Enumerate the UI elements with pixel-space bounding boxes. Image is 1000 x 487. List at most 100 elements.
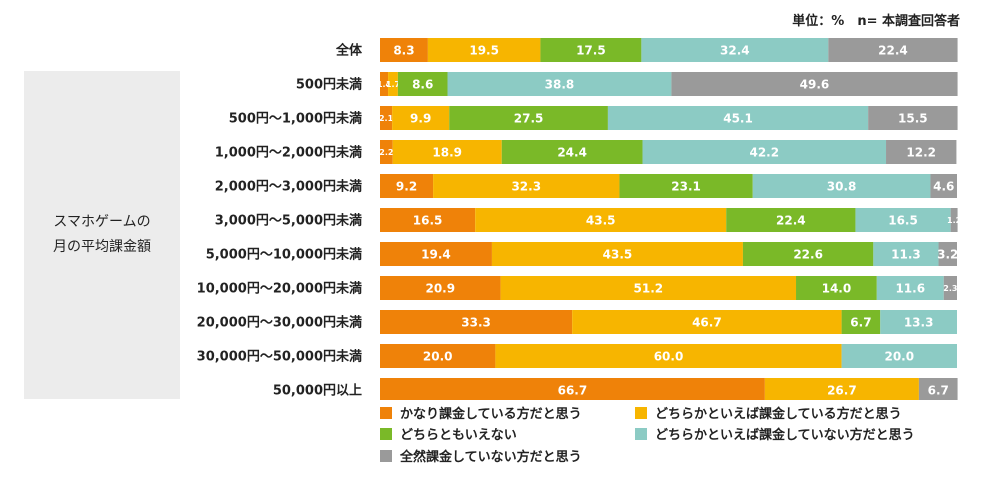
data-label: 38.8: [545, 77, 575, 91]
bar-segment: [930, 174, 957, 198]
category-label: 20,000円～30,000円未満: [197, 315, 362, 331]
data-label: 66.7: [558, 383, 588, 397]
bar-segment: [841, 344, 957, 368]
group-label-box: [24, 71, 180, 399]
data-label: 27.5: [514, 111, 544, 125]
category-label: 30,000円～50,000円未満: [197, 349, 362, 365]
unit-label: 単位：% n= 本調査回答者: [792, 14, 960, 29]
legend-label: どちらかといえば課金している方だと思う: [655, 407, 902, 422]
legend-label: どちらともいえない: [400, 428, 517, 443]
data-label: 23.1: [671, 179, 701, 193]
bar-segment: [855, 208, 951, 232]
legend-item: どちらかといえば課金していない方だと思う: [635, 424, 915, 443]
data-label: 15.5: [898, 111, 928, 125]
data-label: 42.2: [749, 145, 779, 159]
data-label: 6.7: [928, 383, 949, 397]
data-label: 20.0: [423, 349, 453, 363]
category-label: 1,000円～2,000円未満: [215, 145, 362, 161]
bar-segment: [876, 276, 944, 300]
data-label: 8.6: [412, 77, 433, 91]
legend-swatch: [380, 449, 392, 462]
legend-item: どちらともいえない: [380, 424, 517, 443]
bar-segment: [495, 344, 842, 368]
bar-segment: [449, 106, 608, 130]
bar-segment: [380, 208, 476, 232]
bar-segment: [943, 276, 957, 300]
legend-label: 全然課金していない方だと思う: [400, 450, 582, 465]
data-label: 19.5: [469, 43, 499, 57]
bar-segment: [873, 242, 939, 266]
legend-swatch: [380, 406, 392, 419]
data-label: 18.9: [432, 145, 462, 159]
category-label: 3,000円～5,000円未満: [215, 213, 362, 229]
data-label: 9.2: [396, 179, 417, 193]
data-label: 14.0: [822, 281, 852, 295]
data-label: 22.4: [878, 43, 908, 57]
data-label: 1.4: [377, 80, 392, 89]
data-label: 33.3: [461, 315, 491, 329]
data-label: 13.3: [904, 315, 934, 329]
group-label-line: スマホゲームの: [53, 214, 151, 230]
data-label: 4.6: [933, 179, 954, 193]
data-label: 22.4: [776, 213, 806, 227]
data-label: 32.3: [511, 179, 541, 193]
bar-segment: [868, 106, 958, 130]
bar-segment: [397, 72, 448, 96]
bar-segment: [380, 106, 393, 130]
bar-segment: [726, 208, 856, 232]
data-label: 11.3: [891, 247, 921, 261]
bar-segment: [447, 72, 672, 96]
group-label: スマホゲームの 月の平均課金額: [24, 71, 180, 399]
bar-segment: [380, 276, 501, 300]
group-label-line: 月の平均課金額: [53, 239, 151, 255]
bar-segment: [540, 38, 642, 62]
data-label: 2.2: [379, 148, 393, 157]
bar-segment: [918, 378, 958, 400]
legend-item: どちらかといえば課金している方だと思う: [635, 403, 902, 422]
data-label: 3.2: [937, 247, 958, 261]
data-label: 60.0: [654, 349, 684, 363]
data-label: 1.7: [386, 80, 400, 89]
bar-segment: [380, 72, 389, 96]
data-label: 2.3: [943, 284, 957, 293]
bar-segment: [742, 242, 874, 266]
bar-segment: [880, 310, 957, 334]
data-label: 49.6: [800, 77, 830, 91]
bar-segment: [886, 140, 957, 164]
bar-segment: [671, 72, 958, 96]
category-label: 10,000円～20,000円未満: [197, 281, 362, 297]
data-label: 30.8: [827, 179, 857, 193]
bar-segment: [950, 208, 958, 232]
bar-segment: [388, 72, 398, 96]
data-label: 8.3: [393, 43, 414, 57]
data-label: 46.7: [692, 315, 722, 329]
bar-segment: [572, 310, 842, 334]
legend-swatch: [635, 427, 647, 440]
data-label: 12.2: [906, 145, 936, 159]
bar-segment: [380, 38, 428, 62]
legend: かなり課金している方だと思う どちらかといえば課金している方だと思う どちらともいえ…: [380, 403, 990, 483]
category-label: 500円未満: [296, 77, 362, 93]
legend-item: 全然課金していない方だと思う: [380, 446, 582, 465]
bar-segment: [938, 242, 957, 266]
data-label: 26.7: [827, 383, 857, 397]
data-label: 6.7: [850, 315, 871, 329]
category-label: 2,000円～3,000円未満: [215, 179, 362, 195]
category-label: 500円～1,000円未満: [229, 111, 362, 127]
bar-segment: [380, 310, 573, 334]
bar-segment: [500, 276, 797, 300]
data-label: 20.9: [425, 281, 455, 295]
stacked-bar-chart: 全体 8.3 19.5 17.5 32.4 22.4 500円未満 1.41.7 8.6 38.8…: [196, 38, 958, 400]
bar-segment: [392, 140, 502, 164]
bar-segment: [796, 276, 877, 300]
data-label: 16.5: [413, 213, 443, 227]
bar-segment: [764, 378, 919, 400]
bar-segment: [752, 174, 931, 198]
data-label: 32.4: [720, 43, 750, 57]
data-label: 43.5: [603, 247, 633, 261]
legend-label: どちらかといえば課金していない方だと思う: [655, 428, 915, 443]
data-label: 16.5: [888, 213, 918, 227]
bar-segment: [607, 106, 869, 130]
bar-segment: [380, 378, 765, 400]
data-label: 2.1: [379, 114, 394, 123]
